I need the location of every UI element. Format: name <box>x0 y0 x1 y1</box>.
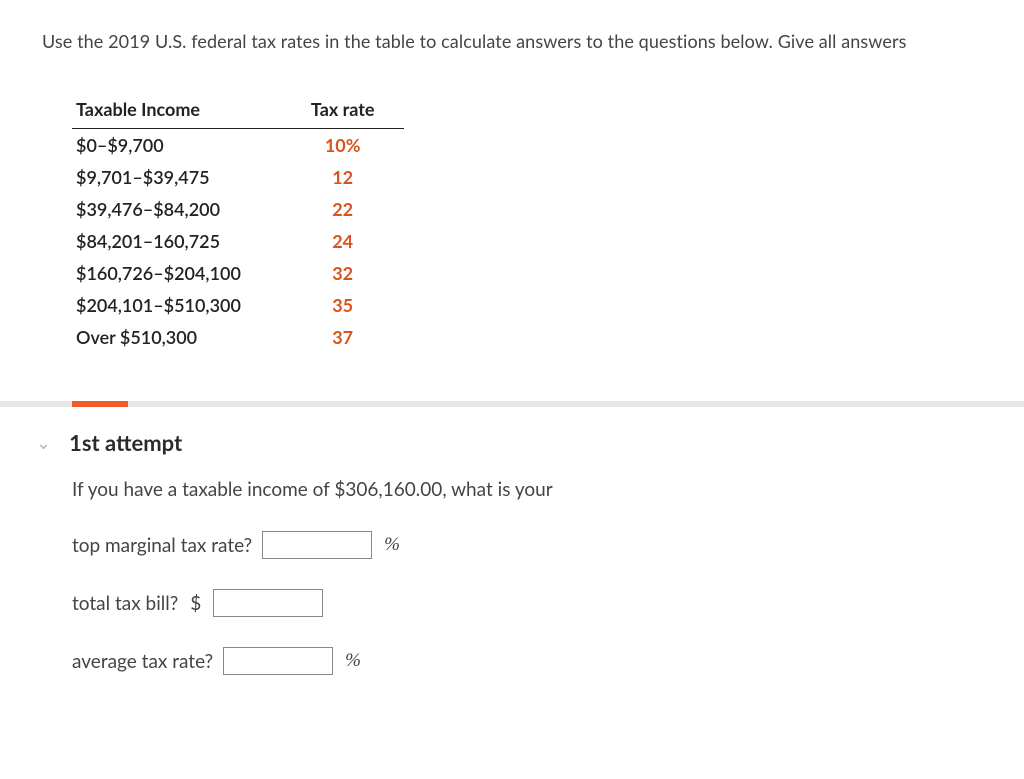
input-total-bill[interactable] <box>213 589 323 617</box>
label-average-rate: average tax rate? <box>72 650 213 673</box>
header-taxable-income: Taxable Income <box>72 92 251 129</box>
cell-income: Over $510,300 <box>72 321 251 353</box>
cell-rate: 12 <box>251 161 405 193</box>
unit-percent: % <box>343 650 361 672</box>
table-row: $0–$9,70010% <box>72 129 404 162</box>
cell-income: $84,201–160,725 <box>72 225 251 257</box>
cell-rate: 10% <box>251 129 405 162</box>
table-row: Over $510,30037 <box>72 321 404 353</box>
progress-bar <box>0 401 1024 407</box>
cell-rate: 22 <box>251 193 405 225</box>
table-row: $160,726–$204,10032 <box>72 257 404 289</box>
cell-income: $39,476–$84,200 <box>72 193 251 225</box>
cell-income: $0–$9,700 <box>72 129 251 162</box>
table-row: $84,201–160,72524 <box>72 225 404 257</box>
table-row: $9,701–$39,47512 <box>72 161 404 193</box>
label-marginal-rate: top marginal tax rate? <box>72 534 252 557</box>
question-text: If you have a taxable income of $306,160… <box>72 478 1024 501</box>
attempt-title: 1st attempt <box>69 429 182 456</box>
cell-income: $160,726–$204,100 <box>72 257 251 289</box>
input-average-rate[interactable] <box>223 647 333 675</box>
cell-rate: 24 <box>251 225 405 257</box>
label-total-bill: total tax bill? <box>72 592 178 615</box>
cell-rate: 37 <box>251 321 405 353</box>
progress-fill <box>72 401 128 407</box>
input-marginal-rate[interactable] <box>262 531 372 559</box>
currency-symbol: $ <box>188 592 203 615</box>
chevron-down-icon[interactable]: ⌄ <box>36 431 51 454</box>
cell-rate: 32 <box>251 257 405 289</box>
cell-rate: 35 <box>251 289 405 321</box>
table-row: $39,476–$84,20022 <box>72 193 404 225</box>
tax-rate-table: Taxable Income Tax rate $0–$9,70010%$9,7… <box>72 92 404 353</box>
cell-income: $9,701–$39,475 <box>72 161 251 193</box>
cell-income: $204,101–$510,300 <box>72 289 251 321</box>
header-tax-rate: Tax rate <box>251 92 405 129</box>
progress-track <box>0 401 1024 407</box>
table-row: $204,101–$510,30035 <box>72 289 404 321</box>
instructions-text: Use the 2019 U.S. federal tax rates in t… <box>0 0 1024 52</box>
unit-percent: % <box>382 534 400 556</box>
